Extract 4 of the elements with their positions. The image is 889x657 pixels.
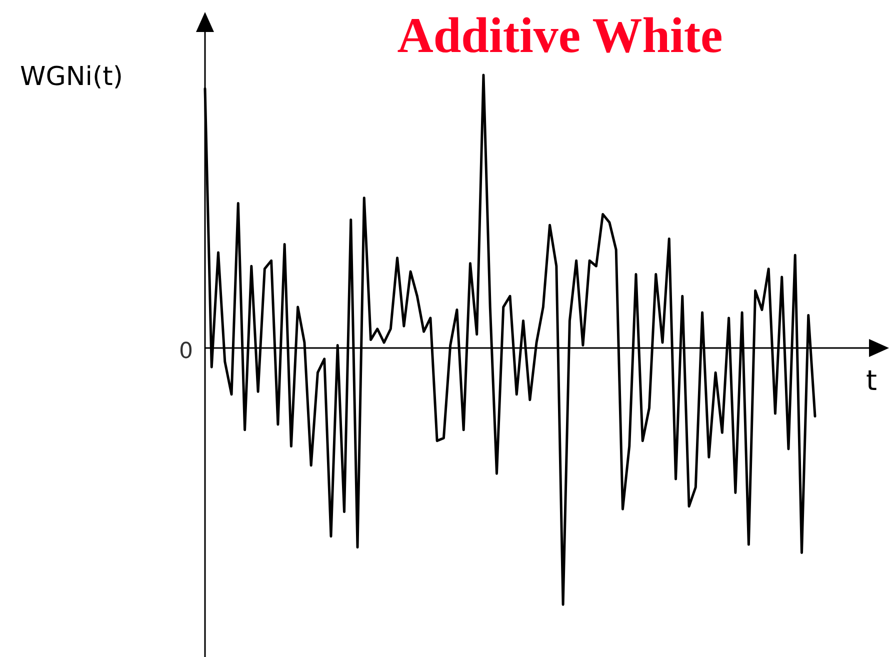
x-axis-title: t <box>866 364 877 397</box>
text: 0 <box>179 339 193 364</box>
y-axis-title: WGNi(t) <box>20 62 124 92</box>
chart-title: Additive White <box>397 7 723 63</box>
